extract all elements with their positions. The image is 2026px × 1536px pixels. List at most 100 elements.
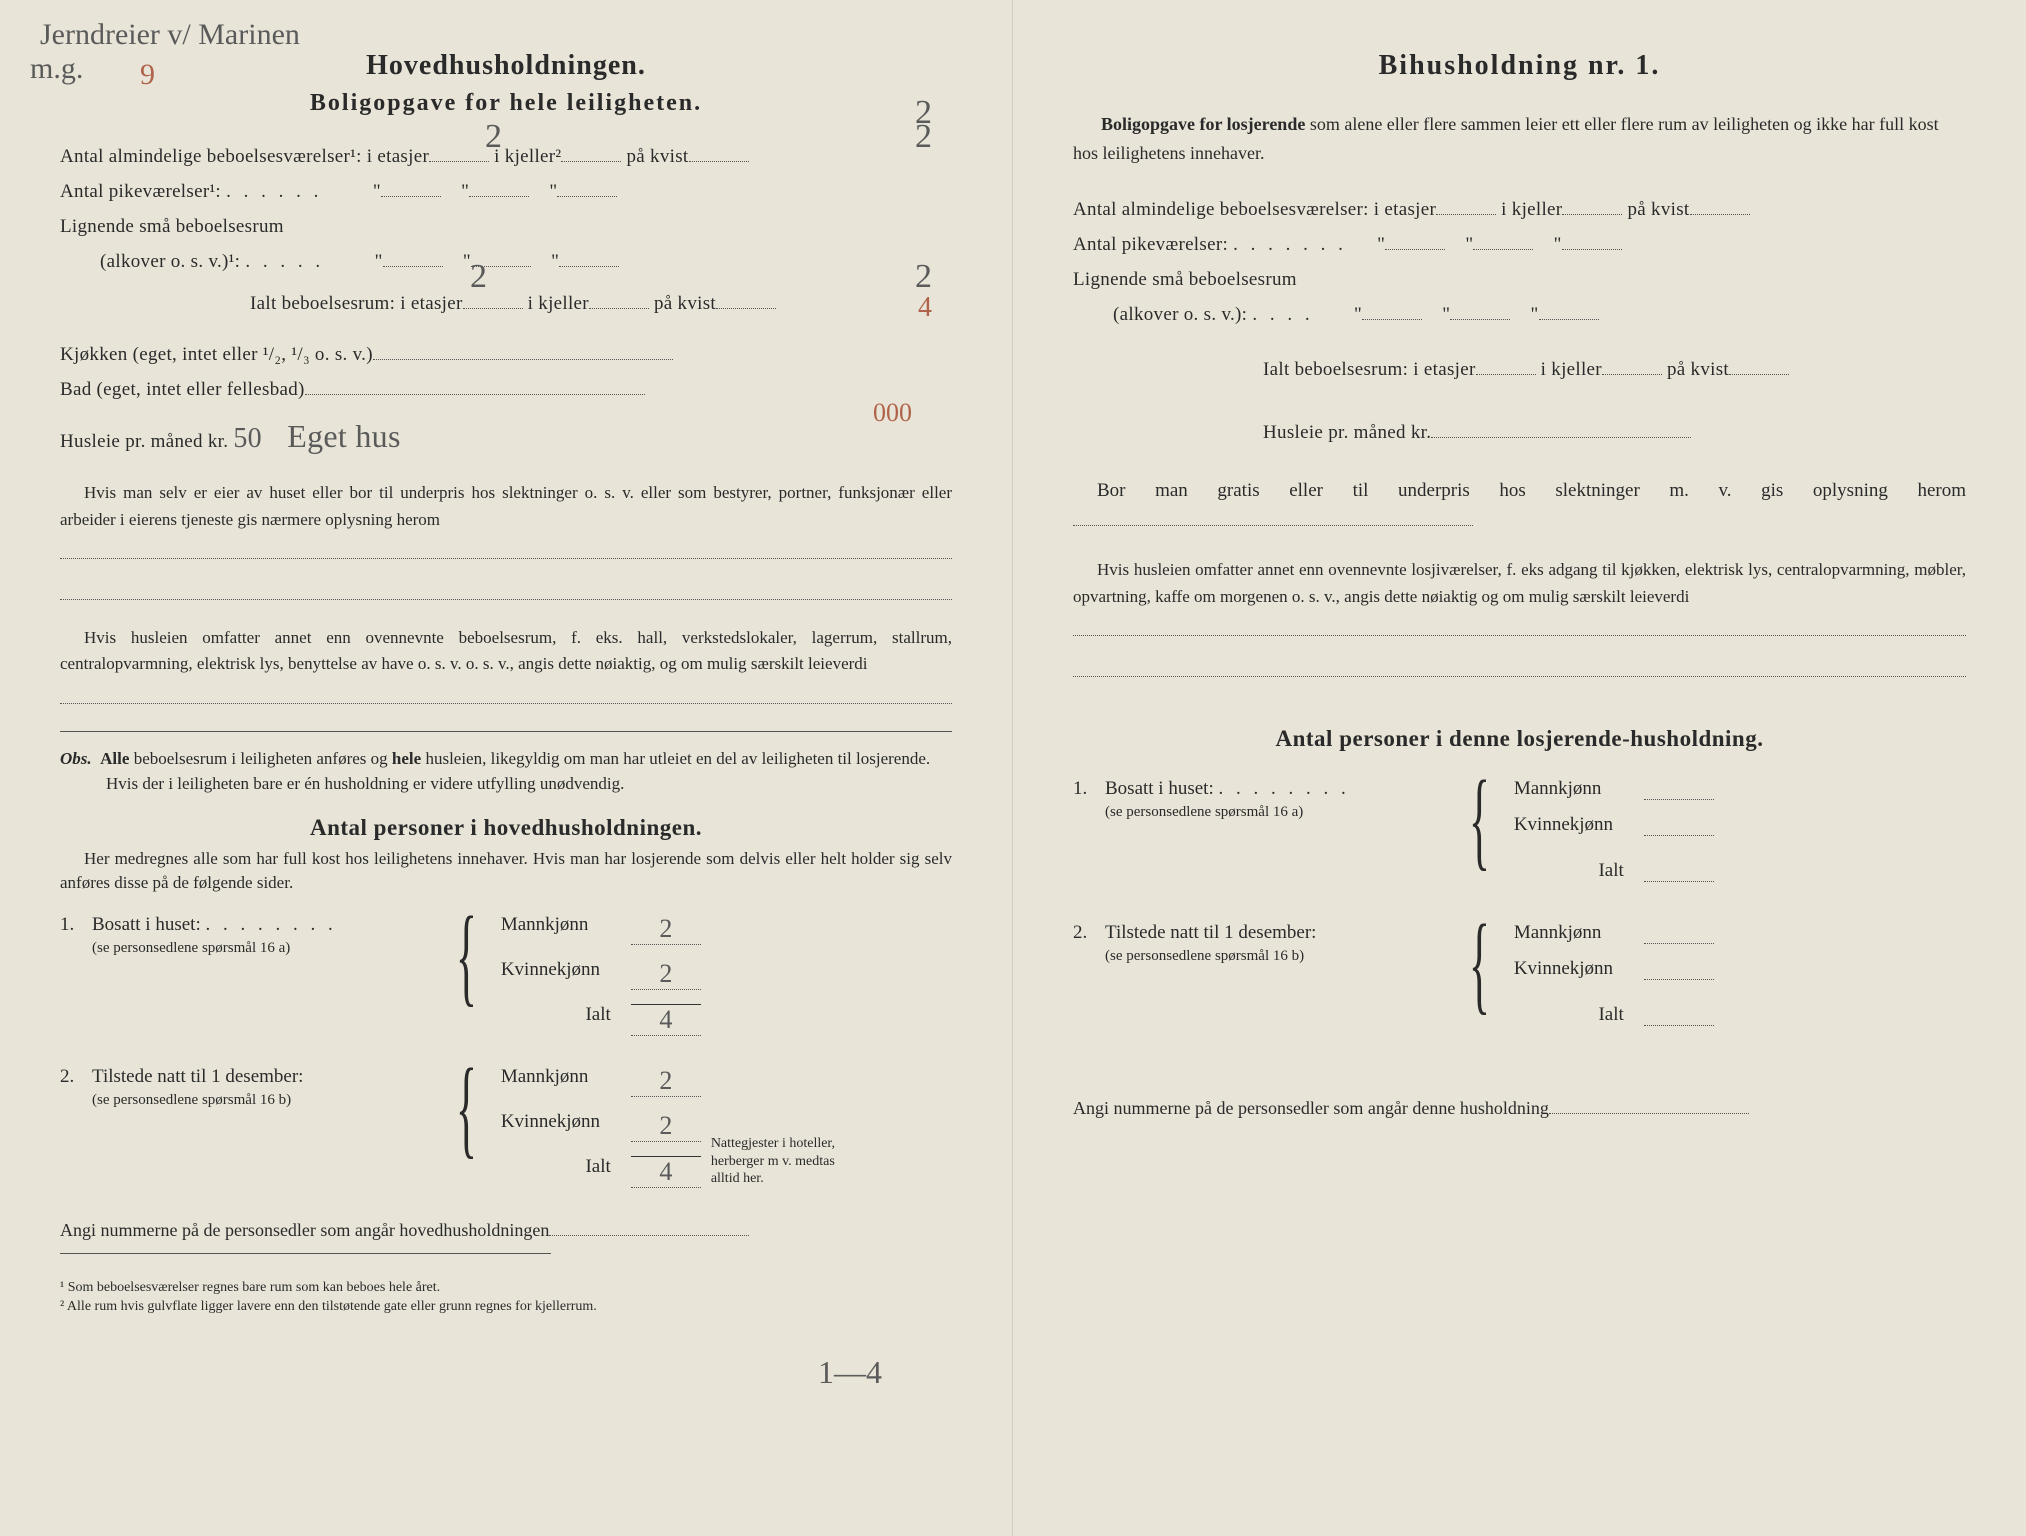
rl1b: i kjeller	[1501, 199, 1562, 220]
intro-bold: Boligopgave for losjerende	[1101, 114, 1305, 134]
q1-label: Bosatt i huset:	[92, 914, 201, 935]
l6: Bad (eget, intet eller fellesbad)	[60, 379, 305, 400]
obs-label: Obs.	[60, 749, 92, 768]
q2-label: Tilstede natt til 1 desember:	[92, 1066, 303, 1087]
footer-left: Angi nummerne på de personsedler som ang…	[60, 1218, 952, 1241]
page-left: Jerndreier v/ Marinen m.g. 9 Hovedhushol…	[0, 0, 1013, 1536]
hw-kvinne-1: 2	[631, 959, 701, 990]
handwriting-num: 9	[140, 58, 155, 92]
line-kjokken: Kjøkken (eget, intet eller ¹/₂, ¹/₃ o. s…	[60, 337, 952, 372]
hw-ialt-2: 4	[631, 1156, 701, 1188]
rl2: Antal pikeværelser:	[1073, 234, 1228, 255]
r-kvinne-2: Kvinnekjønn	[1514, 958, 1644, 980]
rl4: Ialt beboelsesrum: i etasjer	[1263, 359, 1476, 380]
side-note: Nattegjester i hoteller, herberger m v. …	[711, 1135, 841, 1188]
q2-row: 2. Tilstede natt til 1 desember: (se per…	[60, 1066, 952, 1188]
kvinne-1: Kvinnekjønn	[501, 959, 631, 990]
r-kvinne-1: Kvinnekjønn	[1514, 814, 1644, 836]
right-title: Bihusholdning nr. 1.	[1073, 50, 1966, 82]
brace-icon: {	[456, 914, 477, 997]
page-right: Bihusholdning nr. 1. Boligopgave for los…	[1013, 0, 2026, 1536]
r-line-pike: Antal pikeværelser: . . . . . . . " " "	[1073, 227, 1966, 262]
l4b: i kjeller	[528, 293, 589, 314]
footnote-2: ² Alle rum hvis gulvflate ligger lavere …	[60, 1297, 952, 1317]
section-title-persons: Antal personer i hovedhusholdningen.	[60, 815, 952, 841]
line-alkover: (alkover o. s. v.)¹: . . . . . " " "	[60, 244, 952, 279]
main-title: Hovedhusholdningen.	[60, 50, 952, 82]
mann-2: Mannkjønn	[501, 1066, 631, 1097]
footer-text: Angi nummerne på de personsedler som ang…	[60, 1220, 549, 1240]
q1-row: 1. Bosatt i huset: . . . . . . . . (se p…	[60, 914, 952, 1036]
r-line-husleie: Husleie pr. måned kr.	[1073, 415, 1966, 450]
footer-right: Angi nummerne på de personsedler som ang…	[1073, 1096, 1966, 1119]
q1-sub: (se personsedlene spørsmål 16 a)	[92, 940, 290, 956]
rl4c: på kvist	[1667, 359, 1729, 380]
footnotes: ¹ Som beboelsesværelser regnes bare rum …	[60, 1272, 952, 1317]
line-bad: Bad (eget, intet eller fellesbad)	[60, 372, 952, 407]
footnote-1: ¹ Som beboelsesværelser regnes bare rum …	[60, 1278, 952, 1298]
r-line-lignende: Lignende små beboelsesrum	[1073, 262, 1966, 297]
line-lignende: Lignende små beboelsesrum	[60, 209, 952, 244]
mann-1: Mannkjønn	[501, 914, 631, 945]
q1-num: 1.	[60, 914, 92, 936]
rq2-num: 2.	[1073, 922, 1105, 944]
hw-ialt-1: 4	[631, 1004, 701, 1036]
l5: Kjøkken (eget, intet eller ¹/₂, ¹/₃ o. s…	[60, 344, 373, 365]
l1: Antal almindelige beboelsesværelser¹: i …	[60, 146, 429, 167]
hw-mann-2: 2	[631, 1066, 701, 1097]
line-husleie: Husleie pr. måned kr. 50 Eget hus	[60, 407, 952, 466]
l1b: i kjeller²	[494, 146, 561, 167]
hw-ialt-etasjer: 2	[470, 258, 487, 296]
l4c: på kvist	[654, 293, 716, 314]
ialt-2: Ialt	[501, 1156, 631, 1188]
rq1-label: Bosatt i huset:	[1105, 778, 1214, 799]
r-mann-2: Mannkjønn	[1514, 922, 1644, 944]
r-para2: Hvis husleien omfatter annet enn ovennev…	[1073, 557, 1966, 610]
r-para1: Bor man gratis eller til underpris hos s…	[1073, 476, 1966, 535]
brace-icon-2: {	[456, 1066, 477, 1149]
rq1-num: 1.	[1073, 778, 1105, 800]
handwriting-top2: m.g.	[30, 52, 83, 86]
r-footer-text: Angi nummerne på de personsedler som ang…	[1073, 1098, 1549, 1118]
rl5: Husleie pr. måned kr.	[1263, 422, 1431, 443]
hw-range: 1—4	[818, 1354, 882, 1391]
r-ialt-2: Ialt	[1514, 1004, 1644, 1026]
main-subtitle: Boligopgave for hele leiligheten.	[60, 90, 952, 117]
q2-sub: (se personsedlene spørsmål 16 b)	[92, 1092, 291, 1108]
hw-4: 4	[918, 292, 932, 324]
rq2-label: Tilstede natt til 1 desember:	[1105, 922, 1316, 943]
handwriting-top1: Jerndreier v/ Marinen	[40, 18, 300, 52]
r-line-alkover: (alkover o. s. v.): . . . . " " "	[1073, 297, 1966, 332]
hw-50: 50	[233, 423, 262, 454]
rq2-row: 2. Tilstede natt til 1 desember: (se per…	[1073, 922, 1966, 1026]
rl4b: i kjeller	[1541, 359, 1602, 380]
q2-num: 2.	[60, 1066, 92, 1088]
line-ialt: Ialt beboelsesrum: i etasjer i kjeller p…	[60, 286, 952, 321]
l1c: på kvist	[626, 146, 688, 167]
l7: Husleie pr. måned kr.	[60, 431, 228, 452]
r-ialt-1: Ialt	[1514, 860, 1644, 882]
hw-mann-1: 2	[631, 914, 701, 945]
obs-block: Obs. Alle beboelsesrum i leiligheten anf…	[60, 746, 952, 797]
rq2-sub: (se personsedlene spørsmål 16 b)	[1105, 948, 1304, 964]
hw-000: 000	[873, 398, 912, 428]
para-owner: Hvis man selv er eier av huset eller bor…	[60, 480, 952, 533]
l2: Antal pikeværelser¹:	[60, 181, 221, 202]
hw-ialt-kvist: 2	[915, 258, 932, 296]
rq1-sub: (se personsedlene spørsmål 16 a)	[1105, 804, 1303, 820]
brace-icon-3: {	[1469, 778, 1490, 861]
r-line-rooms: Antal almindelige beboelsesværelser: i e…	[1073, 192, 1966, 227]
r-section-title: Antal personer i denne losjerende-hushol…	[1073, 726, 1966, 752]
kvinne-2: Kvinnekjønn	[501, 1111, 631, 1142]
rl3b: (alkover o. s. v.):	[1113, 304, 1247, 325]
rl1c: på kvist	[1627, 199, 1689, 220]
obs-line2: Hvis der i leiligheten bare er én hushol…	[60, 771, 952, 797]
l3b: (alkover o. s. v.)¹:	[100, 251, 240, 272]
r-mann-1: Mannkjønn	[1514, 778, 1644, 800]
section-para: Her medregnes alle som har full kost hos…	[60, 847, 952, 896]
rp1: Bor man gratis eller til underpris hos s…	[1097, 480, 1966, 501]
line-pike: Antal pikeværelser¹: . . . . . . " " "	[60, 174, 952, 209]
brace-icon-4: {	[1469, 922, 1490, 1005]
line-rooms: Antal almindelige beboelsesværelser¹: i …	[60, 139, 952, 174]
hw-2-etasjer: 2	[485, 118, 502, 156]
